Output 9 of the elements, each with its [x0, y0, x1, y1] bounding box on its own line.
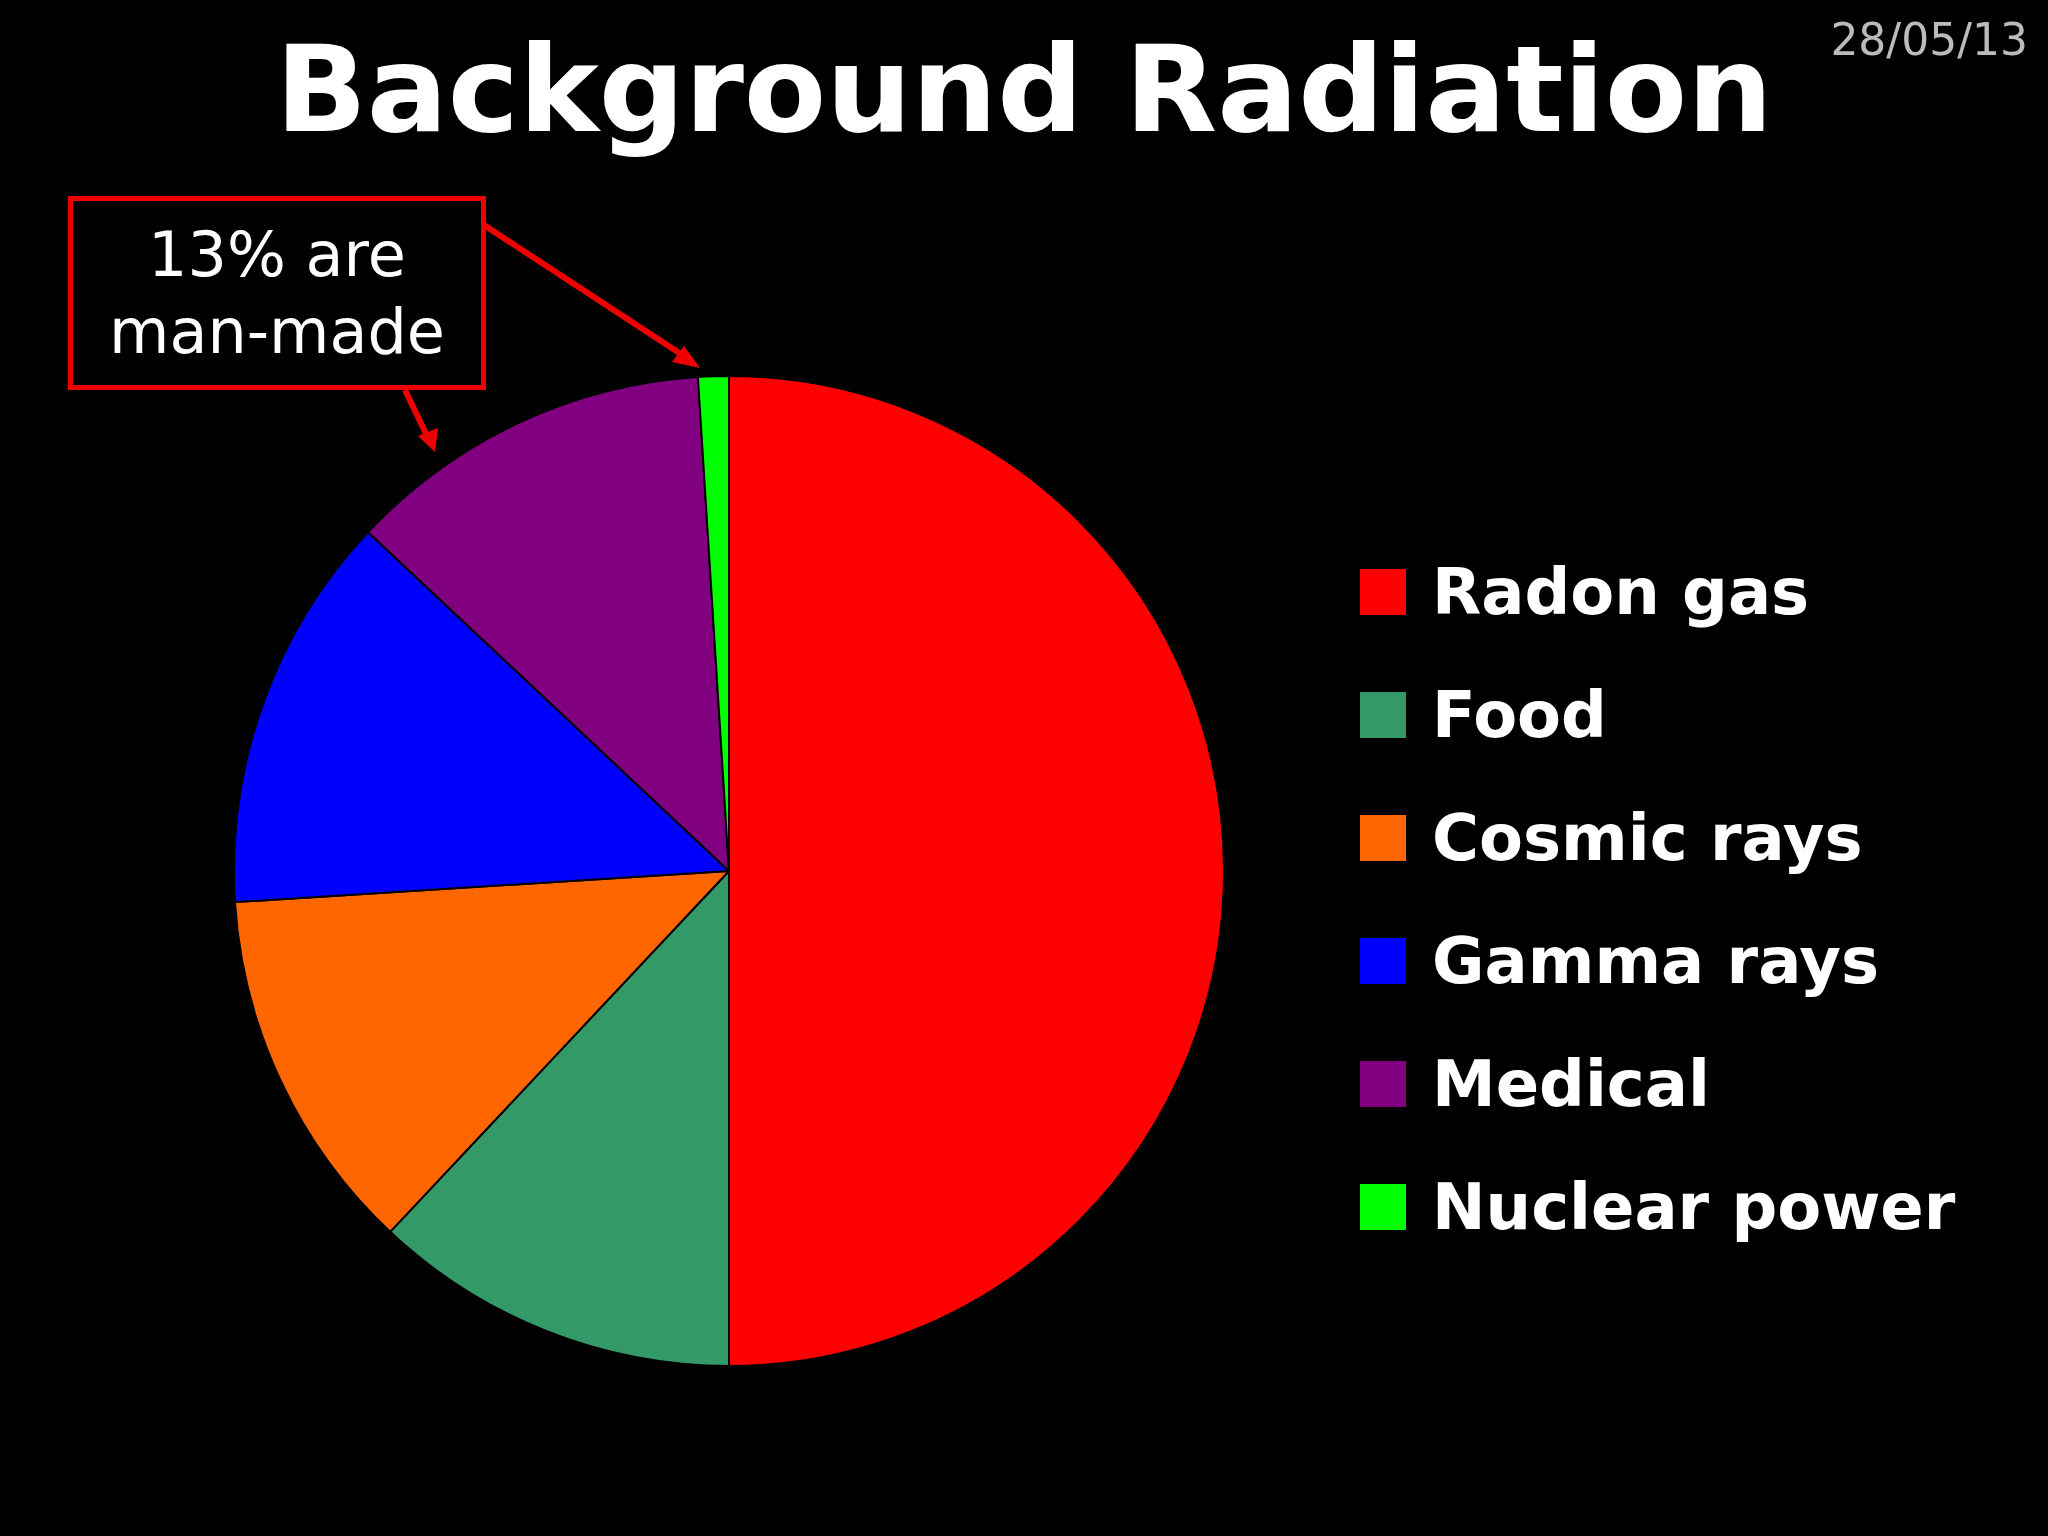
- legend-label: Cosmic rays: [1432, 800, 1863, 875]
- text: 28/05/13: [1830, 14, 2028, 65]
- legend-label: Gamma rays: [1432, 923, 1880, 998]
- text: 13% are man-made: [68, 196, 486, 390]
- chart-title: Background Radiation: [275, 20, 1773, 159]
- legend-label: Medical: [1432, 1046, 1710, 1121]
- legend-label: Nuclear power: [1432, 1169, 1956, 1244]
- legend-label: Radon gas: [1432, 554, 1810, 629]
- legend-label: Food: [1432, 677, 1607, 752]
